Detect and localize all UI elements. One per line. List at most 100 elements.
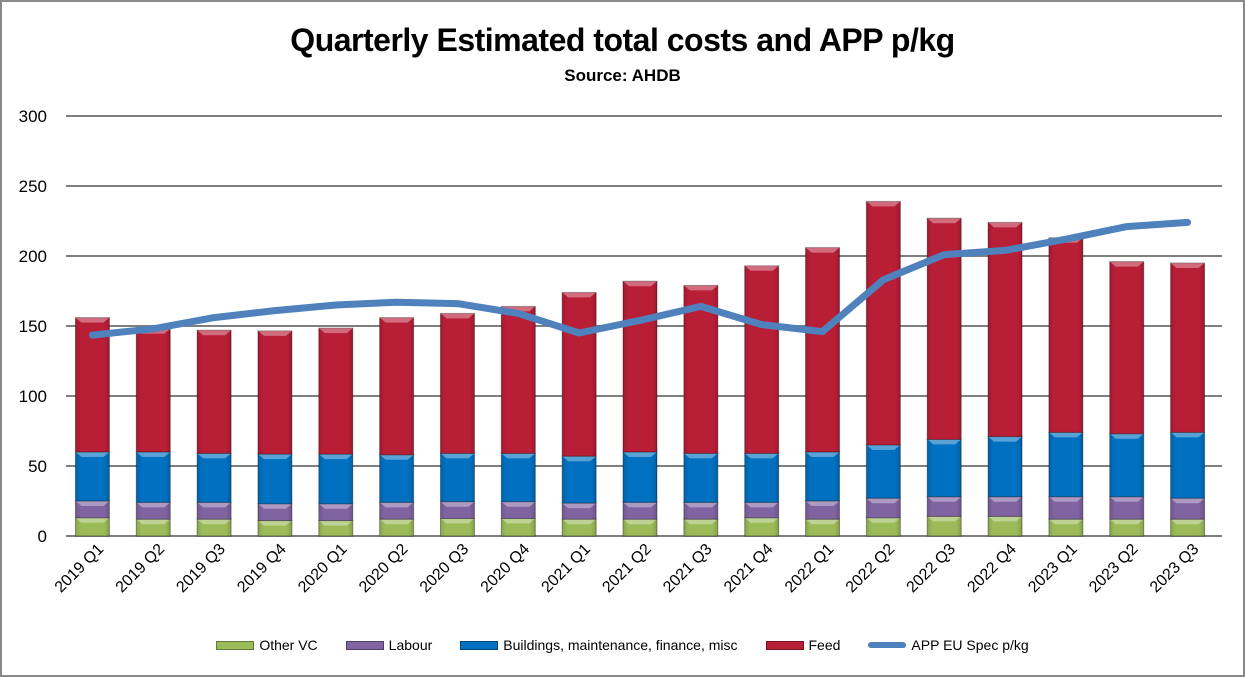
bar-segment-feed (379, 317, 415, 456)
bar-segment-buildings-maintenance-finance-misc (135, 451, 171, 503)
bar-segment-feed (1170, 262, 1206, 433)
bar-segment-labour (1170, 497, 1206, 520)
bar-segment-labour (135, 501, 171, 520)
bar-segment-other-vc (196, 518, 232, 537)
bar-segment-labour (744, 501, 780, 519)
bar-segment-feed (744, 265, 780, 454)
legend-item: Other VC (216, 637, 318, 653)
bar-segment-other-vc (1109, 518, 1145, 537)
legend-line-icon (868, 642, 907, 648)
bar-segment-other-vc (865, 517, 901, 537)
legend-label: APP EU Spec p/kg (911, 637, 1029, 653)
bar-segment-labour (379, 501, 415, 520)
bar-segment-other-vc (987, 515, 1023, 537)
bar-segment-other-vc (744, 517, 780, 537)
bar-segment-buildings-maintenance-finance-misc (561, 455, 597, 504)
y-tick-label: 0 (38, 527, 47, 546)
x-tick-label: 2020 Q1 (295, 541, 350, 596)
bar-segment-buildings-maintenance-finance-misc (257, 453, 293, 505)
chart-title: Quarterly Estimated total costs and APP … (290, 22, 955, 58)
bar-segment-other-vc (561, 518, 597, 537)
legend-swatch-icon (460, 640, 499, 650)
bar-segment-buildings-maintenance-finance-misc (500, 452, 536, 503)
bar-segment-labour (805, 500, 841, 520)
bar-segment-other-vc (1048, 518, 1084, 537)
x-tick-label: 2023 Q1 (1025, 541, 1080, 596)
x-tick-label: 2023 Q3 (1147, 541, 1202, 596)
x-tick-label: 2020 Q3 (417, 541, 472, 596)
legend-item: Buildings, maintenance, finance, misc (460, 637, 738, 653)
bar-segment-other-vc (135, 518, 171, 537)
bar-segment-labour (622, 501, 658, 520)
chart-legend: Other VC Labour Buildings, maintenance, fi… (0, 637, 1245, 653)
bar-segment-labour (74, 500, 110, 519)
bar-segment-buildings-maintenance-finance-misc (683, 452, 719, 503)
bar-segment-buildings-maintenance-finance-misc (74, 451, 110, 502)
bar-segment-other-vc (439, 518, 475, 537)
bar-segment-feed (683, 284, 719, 454)
bar-segment-buildings-maintenance-finance-misc (805, 451, 841, 502)
y-tick-label: 50 (28, 457, 47, 476)
x-tick-label: 2019 Q4 (234, 541, 289, 596)
bar-segment-buildings-maintenance-finance-misc (379, 454, 415, 503)
y-tick-label: 150 (19, 317, 47, 336)
x-tick-label: 2021 Q2 (599, 541, 654, 596)
legend-swatch-icon (765, 640, 804, 650)
x-tick-label: 2022 Q3 (904, 541, 959, 596)
x-tick-label: 2020 Q2 (356, 541, 411, 596)
legend-swatch-icon (345, 640, 384, 650)
x-tick-label: 2022 Q2 (843, 541, 898, 596)
bar-segment-other-vc (805, 518, 841, 537)
y-tick-label: 300 (19, 107, 47, 126)
x-tick-label: 2023 Q2 (1086, 541, 1141, 596)
bar-segment-other-vc (500, 518, 536, 537)
bar-segment-labour (865, 497, 901, 519)
x-tick-label: 2019 Q2 (113, 541, 168, 596)
bar-segment-feed (805, 247, 841, 453)
bar-segment-feed (987, 221, 1023, 438)
bar-segment-labour (561, 502, 597, 520)
y-tick-label: 200 (19, 247, 47, 266)
bar-segment-other-vc (74, 517, 110, 537)
x-tick-label: 2019 Q1 (52, 541, 107, 596)
bar-segment-other-vc (622, 518, 658, 537)
x-tick-label: 2021 Q4 (721, 541, 776, 596)
bar-segment-labour (926, 496, 962, 517)
bar-segment-labour (1048, 496, 1084, 520)
bar-segment-labour (439, 501, 475, 520)
bar-segment-buildings-maintenance-finance-misc (318, 453, 354, 505)
legend-swatch-icon (216, 640, 255, 650)
bar-segment-other-vc (926, 515, 962, 537)
bar-segment-buildings-maintenance-finance-misc (196, 452, 232, 503)
bar-segment-feed (439, 312, 475, 454)
bar-segment-feed (1048, 237, 1084, 433)
y-tick-label: 100 (19, 387, 47, 406)
bar-segment-labour (1109, 496, 1145, 520)
bar-segment-feed (318, 327, 354, 455)
legend-item: APP EU Spec p/kg (868, 637, 1029, 653)
x-tick-label: 2021 Q3 (660, 541, 715, 596)
bar-segment-buildings-maintenance-finance-misc (987, 436, 1023, 498)
bar-segment-labour (683, 501, 719, 520)
bar-segment-labour (987, 496, 1023, 517)
legend-label: Feed (808, 637, 841, 653)
legend-item: Labour (345, 637, 432, 653)
line-series-app (88, 218, 1192, 339)
bar-segment-feed (135, 328, 171, 453)
bar-segment-buildings-maintenance-finance-misc (1048, 431, 1084, 498)
bar-segment-labour (196, 501, 232, 520)
legend-label: Buildings, maintenance, finance, misc (503, 637, 738, 653)
x-tick-label: 2021 Q1 (539, 541, 594, 596)
bar-segment-buildings-maintenance-finance-misc (1109, 433, 1145, 498)
legend-item: Feed (765, 637, 841, 653)
bar-segment-buildings-maintenance-finance-misc (744, 452, 780, 503)
bar-segment-buildings-maintenance-finance-misc (439, 452, 475, 503)
bar-segment-labour (318, 503, 354, 522)
x-tick-label: 2022 Q1 (782, 541, 837, 596)
bar-segment-labour (257, 503, 293, 522)
bar-segment-feed (257, 330, 293, 455)
bar-segment-other-vc (683, 518, 719, 537)
bar-segment-other-vc (1170, 518, 1206, 537)
chart-subtitle: Source: AHDB (564, 66, 681, 85)
